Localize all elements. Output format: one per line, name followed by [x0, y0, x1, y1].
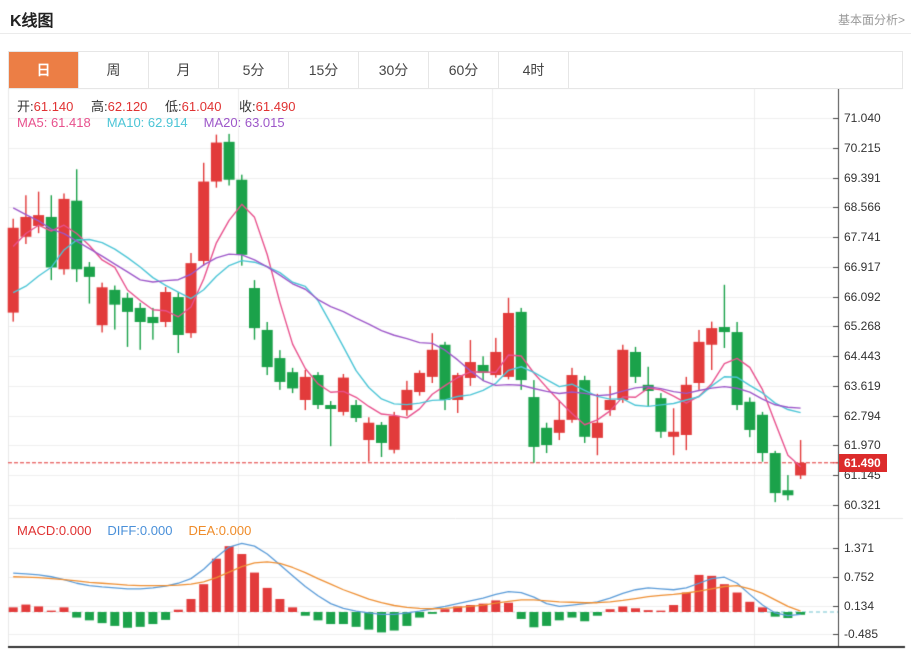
macd-axis-label: -0.485 — [844, 627, 879, 642]
low-value: 61.040 — [181, 99, 222, 114]
ma-legend: MA5: 61.418 MA10: 62.914 MA20: 63.015 — [17, 115, 301, 130]
close-value: 61.490 — [255, 99, 296, 114]
price-axis-label: 61.970 — [844, 438, 881, 453]
macd-legend-item: DEA:0.000 — [188, 523, 252, 538]
period-tabs: 日周月 5分 15分 30分 60分 4时 — [8, 51, 903, 89]
macd-axis-label: 0.134 — [844, 598, 875, 613]
ohlc-legend: 开:61.140 高:62.120 低:61.040 收:61.490 — [17, 96, 309, 115]
high-value: 62.120 — [107, 99, 148, 114]
price-axis-label: 66.917 — [844, 259, 881, 274]
price-axis-label: 69.391 — [844, 170, 881, 185]
low-label: 低: — [165, 99, 182, 114]
open-label: 开: — [17, 99, 34, 114]
page-header: K线图 基本面分析> — [0, 0, 911, 34]
tab-月[interactable]: 月 — [149, 52, 219, 88]
tab-周[interactable]: 周 — [79, 52, 149, 88]
ma-legend-item: MA10: 62.914 — [106, 115, 188, 130]
price-axis-label: 60.321 — [844, 497, 881, 512]
price-axis-label: 70.215 — [844, 140, 881, 155]
tab-15分[interactable]: 15分 — [289, 52, 359, 88]
tab-日[interactable]: 日 — [9, 52, 79, 88]
price-axis-label: 63.619 — [844, 378, 881, 393]
macd-axis-label: 0.752 — [844, 570, 875, 585]
price-axis-label: 71.040 — [844, 111, 881, 125]
page-title: K线图 — [10, 13, 54, 30]
tab-4时[interactable]: 4时 — [499, 52, 569, 88]
tab-30分[interactable]: 30分 — [359, 52, 429, 88]
price-axis-label: 65.268 — [844, 319, 881, 334]
price-axis-label: 62.794 — [844, 408, 881, 423]
price-axis-label: 64.443 — [844, 349, 881, 364]
open-value: 61.140 — [33, 99, 74, 114]
macd-legend-item: MACD:0.000 — [17, 523, 92, 538]
last-price-badge: 61.490 — [839, 454, 887, 472]
close-label: 收: — [239, 99, 256, 114]
tab-60分[interactable]: 60分 — [429, 52, 499, 88]
macd-legend: MACD:0.000 DIFF:0.000 DEA:0.000 — [17, 523, 267, 538]
macd-axis-label: 1.371 — [844, 541, 875, 556]
fundamental-analysis-link[interactable]: 基本面分析> — [837, 13, 905, 27]
high-label: 高: — [91, 99, 108, 114]
macd-legend-item: DIFF:0.000 — [107, 523, 173, 538]
price-axis-label: 68.566 — [844, 200, 881, 215]
ma-legend-item: MA20: 63.015 — [203, 115, 285, 130]
tab-5分[interactable]: 5分 — [219, 52, 289, 88]
ma-legend-item: MA5: 61.418 — [17, 115, 91, 130]
price-axis-label: 67.741 — [844, 230, 881, 245]
price-axis-label: 66.092 — [844, 289, 881, 304]
